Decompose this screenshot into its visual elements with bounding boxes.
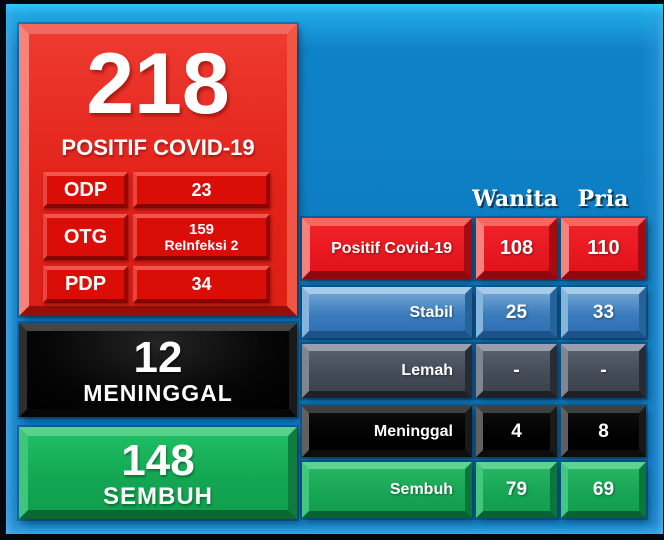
row-positif-label-text: Positif Covid-19	[331, 239, 452, 257]
row-sembuh-label-text: Sembuh	[389, 481, 453, 498]
otg-label: OTG	[63, 225, 108, 248]
otg-value-cell: 159 ReInfeksi 2	[133, 214, 270, 260]
meninggal-total: 12	[133, 332, 183, 382]
otg-label-cell: OTG	[43, 214, 128, 260]
row-lemah-pria-value: -	[561, 344, 646, 398]
row-stabil-label: Stabil	[302, 287, 472, 338]
row-meninggal-pria-value: 8	[561, 406, 646, 457]
row-meninggal-wanita-value: 4	[476, 406, 557, 457]
meninggal-wanita-text: 4	[511, 420, 522, 442]
meninggal-pria-text: 8	[598, 420, 609, 442]
sembuh-panel: 148 SEMBUH	[19, 427, 297, 519]
row-stabil-label-text: Stabil	[409, 303, 453, 321]
meninggal-panel: 12 MENINGGAL	[19, 323, 297, 417]
odp-value: 23	[191, 179, 212, 200]
row-lemah-wanita-value: -	[476, 344, 557, 398]
odp-row: ODP 23	[43, 172, 270, 208]
otg-value: 159	[188, 221, 215, 238]
sembuh-pria-text: 69	[592, 479, 615, 500]
pdp-value: 34	[191, 274, 212, 294]
row-positif-pria-value: 110	[561, 218, 646, 279]
stabil-pria-text: 33	[592, 301, 615, 323]
stabil-wanita-text: 25	[505, 301, 528, 323]
row-sembuh-label: Sembuh	[302, 462, 472, 518]
odp-label: ODP	[63, 178, 108, 201]
column-header-pria: Pria	[577, 186, 629, 212]
row-sembuh-wanita-value: 79	[476, 462, 557, 518]
pdp-label-cell: PDP	[43, 266, 128, 303]
otg-reinfeksi-note: ReInfeksi 2	[164, 237, 239, 253]
positif-wanita-text: 108	[499, 237, 534, 259]
lemah-pria-text: -	[600, 360, 607, 381]
column-header-wanita: Wanita	[472, 186, 558, 212]
pdp-row: PDP 34	[43, 266, 270, 303]
positif-pria-text: 110	[587, 237, 620, 259]
row-stabil-wanita-value: 25	[476, 287, 557, 338]
row-sembuh-pria-value: 69	[561, 462, 646, 518]
positif-title: POSITIF COVID-19	[61, 135, 255, 160]
positif-breakdown: ODP 23 OTG 159 ReInfeksi 2 PDP	[43, 172, 270, 303]
meninggal-title: MENINGGAL	[83, 379, 233, 406]
row-lemah-label-text: Lemah	[401, 362, 453, 379]
row-stabil-pria-value: 33	[561, 287, 646, 338]
sembuh-wanita-text: 79	[505, 479, 528, 500]
otg-row: OTG 159 ReInfeksi 2	[43, 214, 270, 260]
sembuh-total: 148	[121, 435, 195, 485]
odp-label-cell: ODP	[43, 172, 128, 208]
sembuh-title: SEMBUH	[102, 482, 213, 510]
pdp-label: PDP	[64, 273, 107, 295]
row-positif-label: Positif Covid-19	[302, 218, 472, 279]
row-meninggal-label-text: Meninggal	[373, 422, 453, 440]
lemah-wanita-text: -	[513, 360, 520, 381]
odp-value-cell: 23	[133, 172, 270, 208]
row-meninggal-label: Meninggal	[302, 406, 472, 457]
pdp-value-cell: 34	[133, 266, 270, 303]
positif-summary-panel: 218 POSITIF COVID-19 ODP 23 OTG 159 ReIn…	[19, 24, 297, 316]
row-positif-wanita-value: 108	[476, 218, 557, 279]
row-lemah-label: Lemah	[302, 344, 472, 398]
positif-total: 218	[86, 36, 230, 132]
